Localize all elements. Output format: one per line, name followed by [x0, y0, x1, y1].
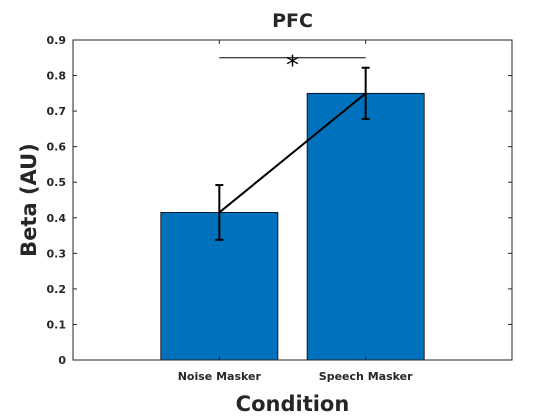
y-tick-label: 0.2	[47, 283, 67, 296]
bar	[307, 93, 424, 360]
y-tick-label: 0.6	[47, 141, 67, 154]
y-tick-label: 0.7	[47, 105, 67, 118]
y-tick-label: 0	[58, 354, 66, 367]
y-tick-label: 0.5	[47, 176, 67, 189]
y-axis-label: Beta (AU)	[17, 143, 41, 257]
y-tick-label: 0.1	[47, 318, 67, 331]
chart-title: PFC	[272, 10, 313, 32]
y-tick-label: 0.9	[47, 34, 67, 47]
y-tick-label: 0.8	[47, 70, 67, 83]
x-axis-label: Condition	[236, 392, 350, 416]
y-tick-label: 0.3	[47, 247, 67, 260]
significance-label: *	[286, 51, 299, 81]
x-tick-label: Noise Masker	[178, 370, 262, 383]
y-tick-label: 0.4	[47, 212, 67, 225]
x-tick-label: Speech Masker	[319, 370, 413, 383]
plot-area	[73, 40, 512, 360]
